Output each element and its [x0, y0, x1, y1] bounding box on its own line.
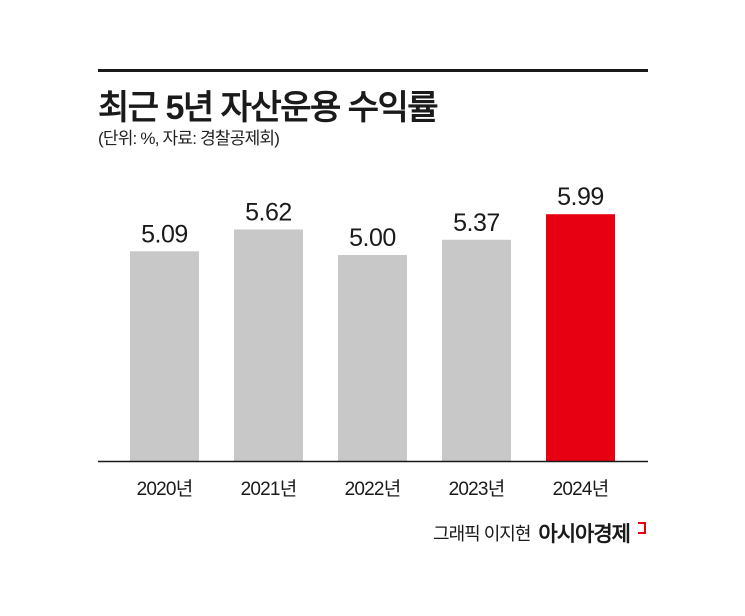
value-label: 5.99 — [557, 183, 604, 211]
bar-2021년 — [234, 229, 303, 461]
bar-2023년 — [442, 239, 511, 461]
credit: 그래픽 이지현 아시아경제 — [433, 518, 646, 548]
x-tick-label: 2020년 — [137, 478, 193, 500]
chart-title: 최근 5년 자산운용 수익률 — [98, 89, 439, 127]
value-label: 5.37 — [453, 209, 500, 237]
brand-mark-icon — [638, 522, 646, 534]
brand-logo: 아시아경제 — [538, 523, 631, 546]
value-label: 5.00 — [349, 224, 396, 252]
byline: 그래픽 이지현 — [433, 524, 531, 544]
value-label: 5.62 — [245, 198, 292, 226]
bar-2020년 — [130, 251, 199, 461]
x-tick-label: 2022년 — [345, 478, 401, 500]
value-label: 5.09 — [141, 220, 188, 248]
bar-2022년 — [338, 255, 407, 461]
bar-2024년 — [546, 214, 615, 461]
top-rule — [98, 69, 648, 72]
x-tick-label: 2023년 — [449, 478, 505, 500]
x-tick-label: 2024년 — [553, 478, 609, 500]
chart-subtitle: (단위: %, 자료: 경찰공제회) — [98, 129, 280, 148]
x-tick-label: 2021년 — [241, 478, 297, 500]
